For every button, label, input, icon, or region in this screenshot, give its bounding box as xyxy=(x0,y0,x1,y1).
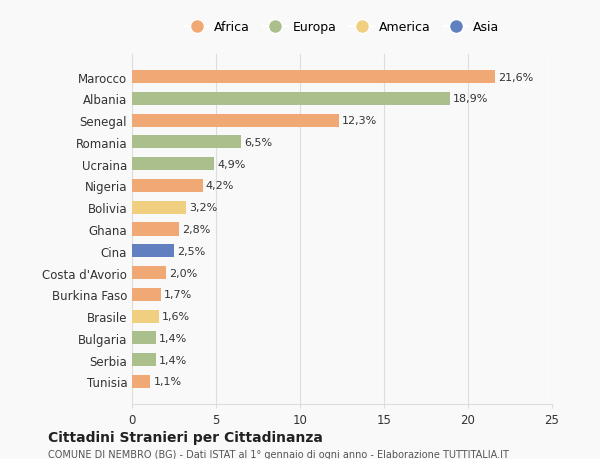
Text: COMUNE DI NEMBRO (BG) - Dati ISTAT al 1° gennaio di ogni anno - Elaborazione TUT: COMUNE DI NEMBRO (BG) - Dati ISTAT al 1°… xyxy=(48,449,509,459)
Bar xyxy=(132,179,203,193)
Text: 2,8%: 2,8% xyxy=(182,224,211,235)
Bar xyxy=(132,310,159,323)
Text: 4,9%: 4,9% xyxy=(218,159,246,169)
Text: 4,2%: 4,2% xyxy=(206,181,234,191)
Bar xyxy=(132,353,155,366)
Bar xyxy=(132,136,241,149)
Bar xyxy=(132,288,161,301)
Bar xyxy=(132,331,155,345)
Text: 1,7%: 1,7% xyxy=(164,290,192,300)
Bar xyxy=(132,158,214,171)
Bar xyxy=(132,201,186,214)
Text: 2,5%: 2,5% xyxy=(178,246,206,256)
Text: 1,4%: 1,4% xyxy=(159,333,187,343)
Text: 2,0%: 2,0% xyxy=(169,268,197,278)
Bar xyxy=(132,223,179,236)
Bar xyxy=(132,245,174,258)
Bar xyxy=(132,93,449,106)
Text: 21,6%: 21,6% xyxy=(498,73,533,83)
Bar xyxy=(132,375,151,388)
Text: 1,1%: 1,1% xyxy=(154,376,182,386)
Text: 6,5%: 6,5% xyxy=(245,138,272,148)
Legend: Africa, Europa, America, Asia: Africa, Europa, America, Asia xyxy=(179,16,505,39)
Text: 1,6%: 1,6% xyxy=(162,311,190,321)
Text: 3,2%: 3,2% xyxy=(189,203,217,213)
Bar xyxy=(132,71,495,84)
Text: 12,3%: 12,3% xyxy=(342,116,377,126)
Bar xyxy=(132,114,338,128)
Text: 18,9%: 18,9% xyxy=(453,94,488,104)
Text: Cittadini Stranieri per Cittadinanza: Cittadini Stranieri per Cittadinanza xyxy=(48,430,323,444)
Bar xyxy=(132,266,166,280)
Text: 1,4%: 1,4% xyxy=(159,355,187,365)
